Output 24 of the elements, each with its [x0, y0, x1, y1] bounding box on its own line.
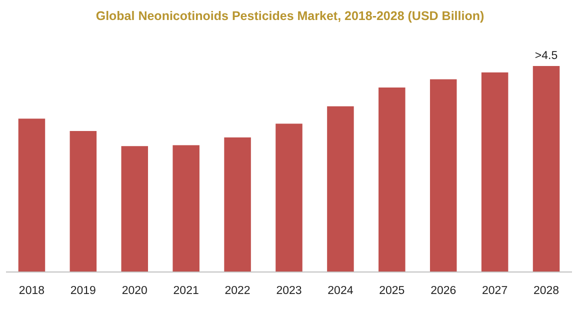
x-tick-label: 2023: [276, 285, 302, 297]
bar: [18, 118, 46, 272]
x-tick-label: 2022: [224, 285, 250, 297]
x-tick-label: 2021: [173, 285, 199, 297]
x-tick-label: 2025: [379, 285, 405, 297]
bar: [276, 124, 302, 272]
bar: [430, 79, 457, 272]
bar: [378, 88, 406, 272]
bar: [121, 146, 148, 272]
x-tick-label: 2020: [122, 285, 148, 297]
bar: [481, 72, 508, 272]
data-label: >4.5: [534, 50, 558, 62]
x-tick-label: 2019: [70, 285, 96, 297]
x-tick-label: 2026: [430, 285, 456, 297]
bar: [224, 137, 251, 272]
x-tick-label: 2018: [18, 285, 45, 297]
x-tick-label: 2024: [328, 285, 354, 297]
bar: [327, 106, 354, 272]
bar: [532, 66, 560, 272]
bar: [70, 131, 97, 272]
x-tick-label: 2027: [482, 285, 508, 297]
chart-title: Global Neonicotinoids Pesticides Market, 2018-2028 (USD Billion): [96, 9, 484, 23]
bar: [172, 145, 200, 272]
x-tick-label: 2028: [533, 285, 560, 297]
